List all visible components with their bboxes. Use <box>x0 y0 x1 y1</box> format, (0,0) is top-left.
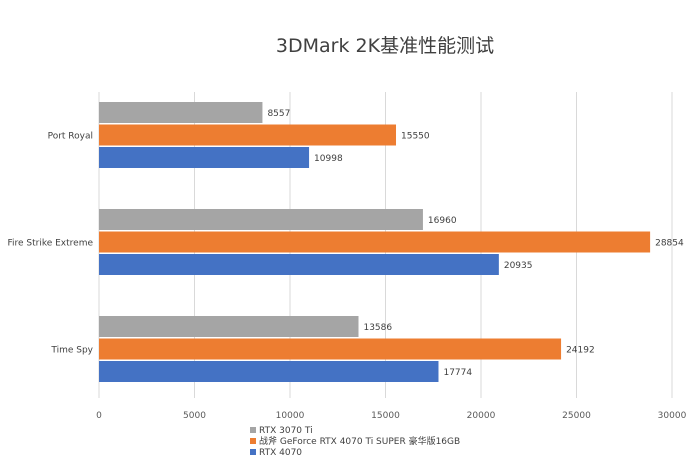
bar <box>99 338 562 360</box>
category-label: Time Spy <box>50 346 93 356</box>
category-label: Port Royal <box>48 132 93 142</box>
legend-swatch <box>250 438 256 444</box>
legend-label: 战斧 GeForce RTX 4070 Ti SUPER 豪华版16GB <box>259 435 460 447</box>
legend-label: RTX 4070 <box>259 448 302 458</box>
bars <box>99 102 651 382</box>
x-tick-label: 25000 <box>562 411 591 421</box>
bar-value-label: 24192 <box>566 346 595 356</box>
bar-value-label: 17774 <box>443 368 472 378</box>
bar <box>99 231 651 253</box>
bar-value-label: 13586 <box>363 323 392 333</box>
bar <box>99 124 397 146</box>
data-labels: 8557 15550 10998 16960 28854 20935 13586 24192 1… <box>267 109 684 378</box>
chart-title: 3DMark 2K基准性能测试 <box>276 35 494 57</box>
legend-swatch <box>250 449 256 455</box>
legend-label: RTX 3070 Ti <box>259 426 313 436</box>
bar <box>99 209 423 230</box>
bar-value-label: 20935 <box>504 261 533 271</box>
legend-swatch <box>250 427 256 433</box>
bar-value-label: 8557 <box>267 109 290 119</box>
bar <box>99 316 359 337</box>
bar-value-label: 28854 <box>655 239 684 249</box>
x-tick-label: 0 <box>96 411 102 421</box>
bar <box>99 361 439 382</box>
bar <box>99 254 499 275</box>
category-labels: Port Royal Fire Strike Extreme Time Spy <box>7 132 93 356</box>
x-tick-label: 5000 <box>183 411 206 421</box>
x-tick-label: 15000 <box>371 411 400 421</box>
category-label: Fire Strike Extreme <box>7 239 93 249</box>
bar-value-label: 16960 <box>428 216 457 226</box>
x-tick-label: 20000 <box>467 411 496 421</box>
x-axis-ticks: 0 5000 10000 15000 20000 25000 30000 <box>96 411 686 421</box>
x-tick-label: 30000 <box>658 411 687 421</box>
bar <box>99 147 310 168</box>
bar-value-label: 10998 <box>314 154 343 164</box>
x-tick-label: 10000 <box>276 411 305 421</box>
bar-value-label: 15550 <box>401 132 430 142</box>
bar <box>99 102 263 123</box>
